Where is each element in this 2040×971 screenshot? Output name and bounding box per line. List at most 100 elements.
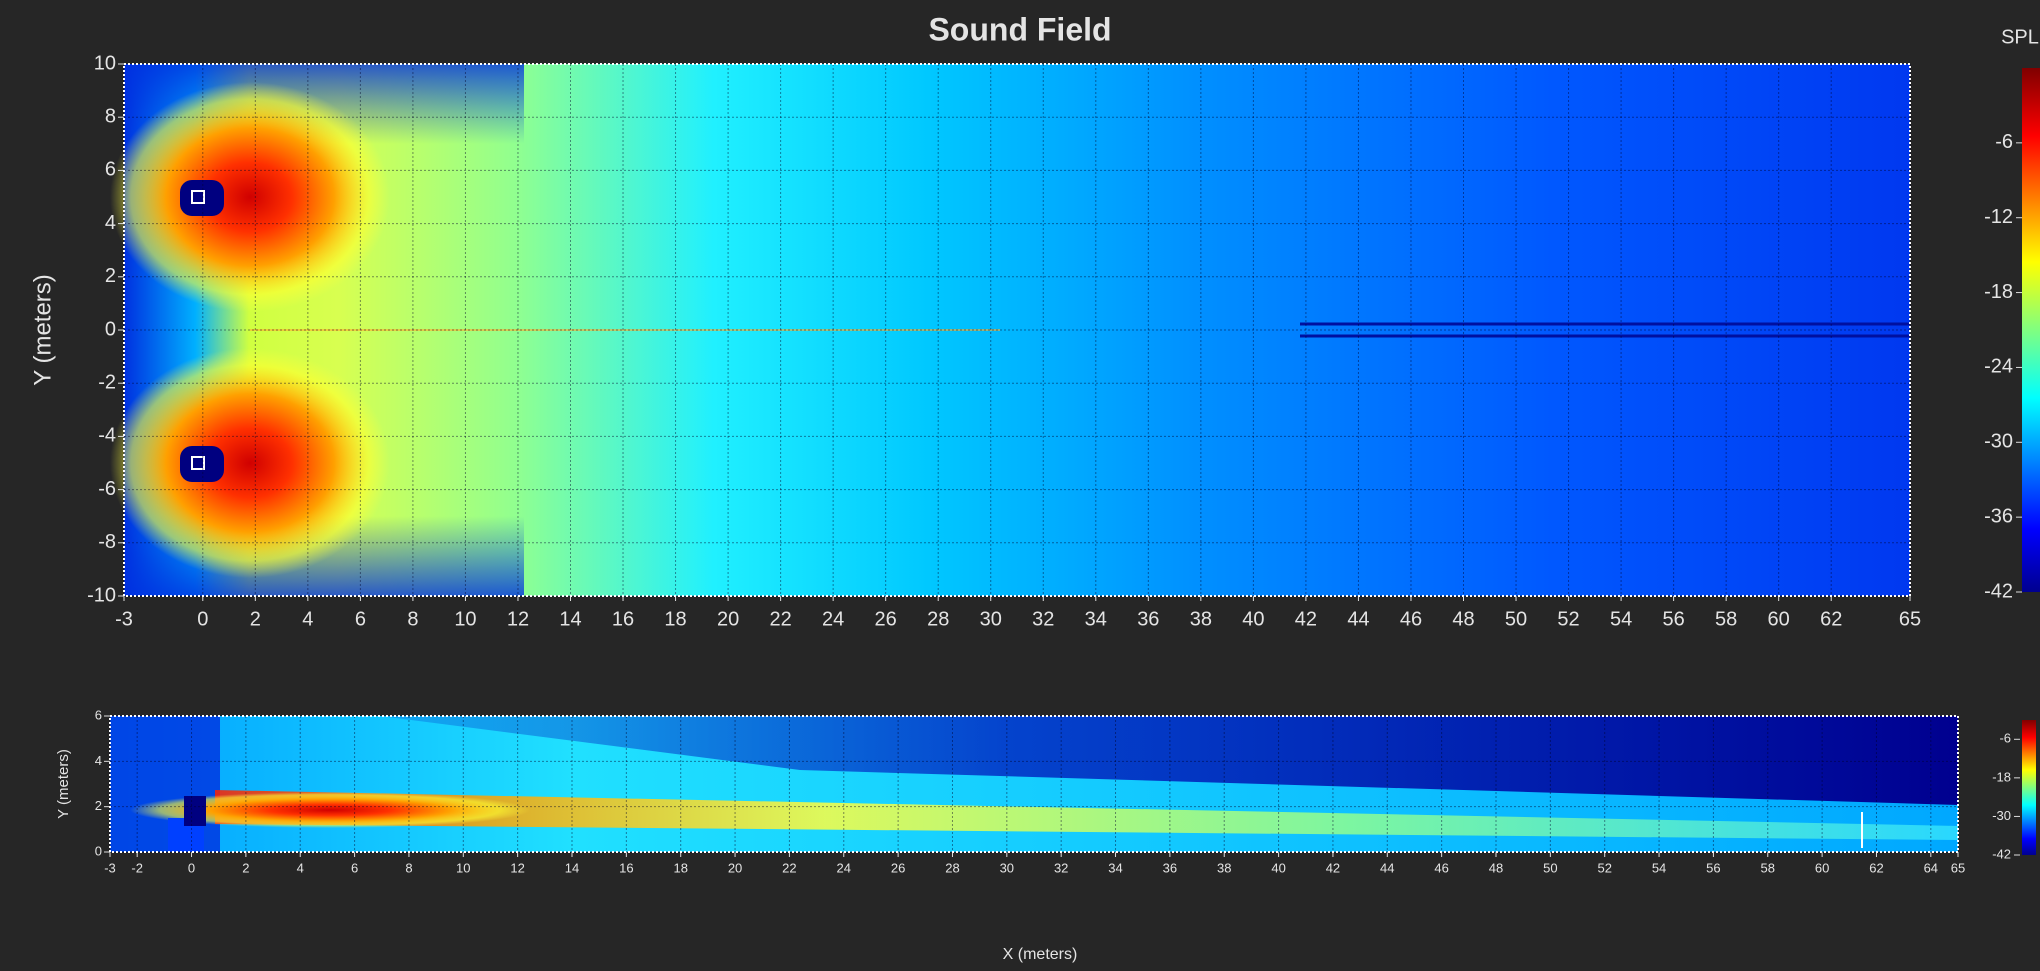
- x-tick-label: 4: [297, 860, 304, 875]
- y-tick-label: 2: [105, 265, 116, 287]
- x-tick-label: -2: [131, 860, 143, 875]
- colorbar-tick-label: -42: [1984, 580, 2013, 602]
- colorbar: [2022, 68, 2040, 592]
- x-axis-label: X (meters): [1003, 946, 1078, 963]
- x-tick-label: 12: [510, 860, 524, 875]
- x-tick-label: 36: [1137, 608, 1159, 630]
- field-image: [110, 716, 1958, 852]
- y-axis-label: Y (meters): [29, 274, 56, 386]
- x-tick-label: 10: [456, 860, 470, 875]
- x-tick-label: 26: [891, 860, 905, 875]
- x-tick-label: 38: [1217, 860, 1231, 875]
- x-tick-label: 32: [1054, 860, 1068, 875]
- colorbar-tick-label: -30: [1992, 808, 2011, 823]
- x-tick-label: 62: [1869, 860, 1883, 875]
- x-tick-label: 42: [1295, 608, 1317, 630]
- y-tick-label: 4: [105, 212, 116, 234]
- y-tick-label: 6: [95, 707, 102, 722]
- x-tick-label: 48: [1452, 608, 1474, 630]
- x-tick-label: 54: [1610, 608, 1632, 630]
- x-tick-label: 58: [1715, 608, 1737, 630]
- x-tick-label: 24: [822, 608, 844, 630]
- x-tick-label: 60: [1768, 608, 1790, 630]
- y-tick-label: 4: [95, 753, 102, 768]
- x-tick-label: 56: [1706, 860, 1720, 875]
- colorbar: [2022, 720, 2036, 855]
- x-tick-label: 14: [559, 608, 581, 630]
- x-tick-label: 30: [1000, 860, 1014, 875]
- x-tick-label: 18: [673, 860, 687, 875]
- x-tick-label: 38: [1190, 608, 1212, 630]
- x-tick-label: 20: [728, 860, 742, 875]
- x-tick-label: 50: [1505, 608, 1527, 630]
- x-tick-label: 14: [565, 860, 579, 875]
- x-tick-label: 65: [1951, 860, 1965, 875]
- x-tick-label: 65: [1899, 608, 1921, 630]
- x-tick-label: 8: [405, 860, 412, 875]
- x-tick-label: 44: [1347, 608, 1369, 630]
- chart-title: Sound Field: [928, 11, 1111, 47]
- x-tick-label: 54: [1652, 860, 1666, 875]
- colorbar-tick-label: -6: [1999, 731, 2011, 746]
- x-tick-label: 62: [1820, 608, 1842, 630]
- x-tick-label: 0: [197, 608, 208, 630]
- x-tick-label: 40: [1271, 860, 1285, 875]
- x-tick-label: 42: [1326, 860, 1340, 875]
- x-tick-label: 10: [454, 608, 476, 630]
- plot-frame: [123, 63, 1911, 597]
- x-tick-label: 16: [619, 860, 633, 875]
- x-tick-label: 12: [507, 608, 529, 630]
- colorbar-tick-label: -42: [1992, 846, 2011, 861]
- y-tick-label: 0: [105, 318, 116, 340]
- x-tick-label: 28: [927, 608, 949, 630]
- x-tick-label: 50: [1543, 860, 1557, 875]
- y-tick-label: 2: [95, 798, 102, 813]
- x-tick-label: 58: [1761, 860, 1775, 875]
- x-tick-label: 52: [1597, 860, 1611, 875]
- x-tick-label: -3: [104, 860, 116, 875]
- x-tick-label: 0: [188, 860, 195, 875]
- x-tick-label: 48: [1489, 860, 1503, 875]
- y-tick-label: -6: [98, 478, 116, 500]
- x-tick-label: -3: [115, 608, 133, 630]
- x-tick-label: 64: [1924, 860, 1938, 875]
- x-tick-label: 44: [1380, 860, 1394, 875]
- x-tick-label: 6: [351, 860, 358, 875]
- x-tick-label: 52: [1557, 608, 1579, 630]
- x-tick-label: 22: [782, 860, 796, 875]
- x-tick-label: 26: [875, 608, 897, 630]
- x-tick-label: 2: [250, 608, 261, 630]
- y-tick-label: -4: [98, 425, 116, 447]
- x-tick-label: 36: [1163, 860, 1177, 875]
- x-tick-label: 32: [1032, 608, 1054, 630]
- x-tick-label: 30: [980, 608, 1002, 630]
- y-tick-label: -8: [98, 531, 116, 553]
- x-tick-label: 22: [769, 608, 791, 630]
- y-tick-label: 10: [94, 52, 116, 74]
- colorbar-tick-label: -12: [1984, 206, 2013, 228]
- x-tick-label: 60: [1815, 860, 1829, 875]
- colorbar-tick-label: -36: [1984, 505, 2013, 527]
- colorbar-tick-label: -18: [1992, 769, 2011, 784]
- colorbar-tick-label: -18: [1984, 281, 2013, 303]
- x-tick-label: 46: [1434, 860, 1448, 875]
- x-tick-label: 2: [242, 860, 249, 875]
- x-tick-label: 28: [945, 860, 959, 875]
- x-tick-label: 56: [1662, 608, 1684, 630]
- x-tick-label: 24: [837, 860, 851, 875]
- y-tick-label: -10: [87, 584, 116, 606]
- y-tick-label: -2: [98, 371, 116, 393]
- x-tick-label: 34: [1085, 608, 1107, 630]
- x-tick-label: 46: [1400, 608, 1422, 630]
- x-tick-label: 18: [664, 608, 686, 630]
- field-image: [110, 64, 1910, 596]
- colorbar-tick-label: -6: [1995, 131, 2013, 153]
- colorbar-tick-label: -30: [1984, 431, 2013, 453]
- x-tick-label: 4: [302, 608, 313, 630]
- x-tick-label: 40: [1242, 608, 1264, 630]
- y-tick-label: 6: [105, 159, 116, 181]
- x-tick-label: 20: [717, 608, 739, 630]
- colorbar-tick-label: -24: [1984, 356, 2013, 378]
